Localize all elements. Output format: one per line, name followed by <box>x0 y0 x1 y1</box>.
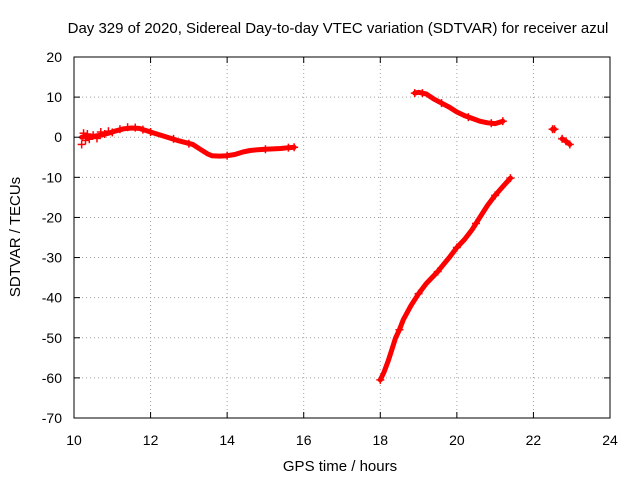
x-tick-label: 24 <box>602 432 618 448</box>
data-point-marker <box>418 89 427 98</box>
tick-layer <box>73 56 611 419</box>
y-tick-label: -40 <box>42 290 62 306</box>
data-point-marker <box>433 267 442 276</box>
data-point-marker <box>437 99 446 108</box>
data-point-marker <box>184 139 193 148</box>
x-tick-label: 14 <box>219 432 235 448</box>
data-point-marker <box>223 151 232 160</box>
y-tick-label: 10 <box>46 89 62 105</box>
y-tick-label: 0 <box>54 129 62 145</box>
data-point-marker <box>472 219 480 228</box>
y-tick-label: -50 <box>42 330 62 346</box>
x-axis-label: GPS time / hours <box>283 458 397 475</box>
data-point-marker <box>138 125 147 134</box>
data-point-marker <box>92 134 101 143</box>
x-tick-label: 16 <box>296 432 312 448</box>
data-point-marker <box>79 129 88 138</box>
data-point-marker <box>123 123 132 132</box>
data-point-marker <box>464 113 473 122</box>
plot-frame <box>73 56 611 419</box>
x-tick-label: 20 <box>449 432 465 448</box>
data-point-marker <box>491 191 500 200</box>
data-point-marker <box>395 325 404 334</box>
y-tick-labels: 20 10 0 -10 -20 -30 -40 -50 -60 -70 <box>42 49 62 426</box>
data-point-marker <box>376 375 385 384</box>
x-tick-label: 12 <box>143 432 159 448</box>
data-point-marker <box>81 136 90 145</box>
data-point-marker <box>550 125 559 134</box>
data-point-marker <box>410 89 419 98</box>
y-tick-label: -20 <box>42 209 62 225</box>
x-tick-label: 22 <box>526 432 542 448</box>
data-point-marker <box>115 125 124 134</box>
data-point-marker <box>290 143 299 152</box>
series-line-segment-2 <box>377 175 513 383</box>
y-tick-label: 20 <box>46 49 62 65</box>
data-point-marker <box>414 289 423 298</box>
data-point-marker <box>565 140 574 149</box>
data-point-marker <box>85 135 94 144</box>
x-tick-label: 18 <box>372 432 388 448</box>
grid-layer <box>74 57 610 418</box>
data-point-marker <box>146 128 155 137</box>
data-point-marker <box>77 140 86 149</box>
data-point-marker <box>131 123 140 132</box>
data-point-marker <box>104 127 113 136</box>
x-tick-label: 10 <box>66 432 82 448</box>
data-point-marker <box>506 174 515 183</box>
data-point-marker <box>83 130 92 139</box>
y-tick-label: -60 <box>42 370 62 386</box>
data-point-marker <box>452 243 461 252</box>
x-tick-labels: 10 12 14 16 18 20 22 24 <box>66 432 618 448</box>
chart-title: Day 329 of 2020, Sidereal Day-to-day VTE… <box>68 20 609 37</box>
data-point-marker <box>108 128 117 137</box>
y-tick-label: -10 <box>42 169 62 185</box>
data-point-marker <box>498 117 507 126</box>
y-axis-label: SDTVAR / TECUs <box>7 177 24 297</box>
data-point-marker <box>261 145 270 154</box>
y-tick-label: -30 <box>42 250 62 266</box>
data-point-marker <box>487 119 496 128</box>
data-point-marker <box>169 134 178 143</box>
series-layer <box>77 89 574 384</box>
y-tick-label: -70 <box>42 410 62 426</box>
